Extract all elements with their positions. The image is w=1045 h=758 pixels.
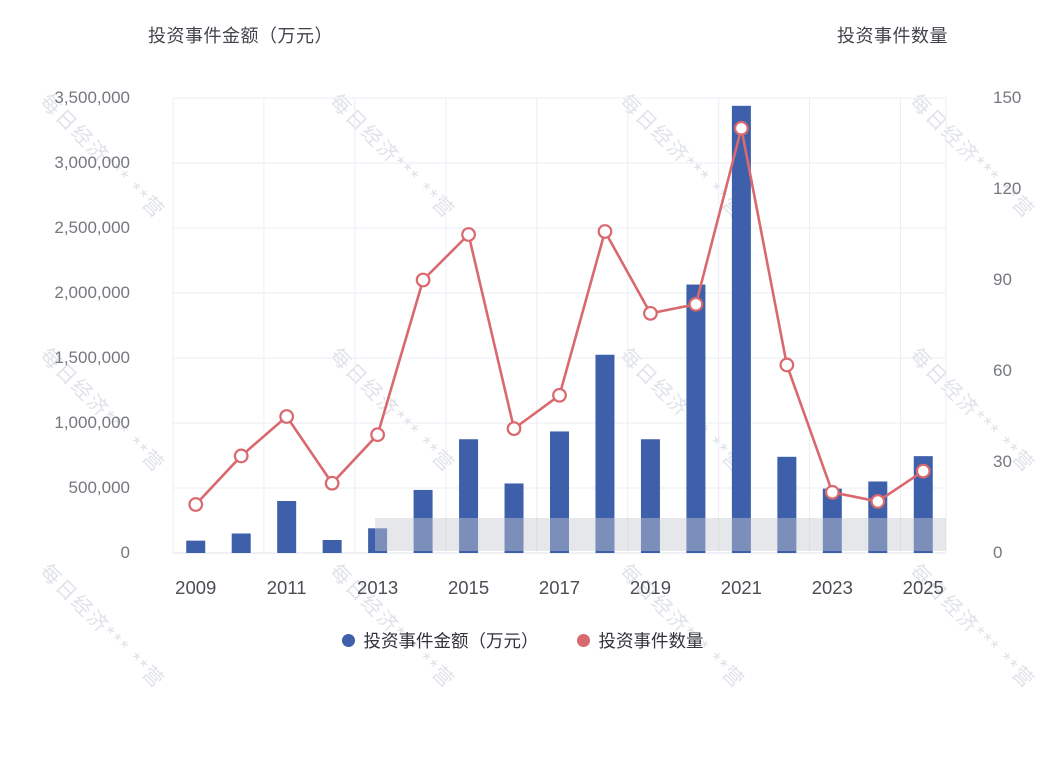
left-tick-label: 1,000,000 [54, 413, 130, 432]
bar-2018[interactable] [595, 354, 615, 553]
legend-label-count: 投资事件数量 [598, 631, 704, 651]
line-point-2025[interactable] [915, 463, 931, 479]
left-tick-label: 1,500,000 [54, 348, 130, 367]
right-axis-title: 投资事件数量 [837, 26, 948, 46]
bar-2012[interactable] [322, 540, 342, 553]
x-tick-label: 2021 [720, 577, 762, 598]
x-tick-label: 2017 [538, 577, 581, 598]
legend: 投资事件金额（万元） 投资事件数量 [0, 628, 1045, 653]
right-tick-label: 30 [993, 452, 1012, 471]
bar-2011[interactable] [277, 501, 297, 553]
legend-dot-count-icon [576, 634, 590, 647]
legend-item-count[interactable]: 投资事件数量 [576, 628, 704, 653]
right-tick-label: 90 [993, 270, 1012, 289]
left-tick-label: 3,000,000 [54, 153, 130, 172]
left-tick-label: 2,000,000 [54, 283, 130, 302]
bar-2019[interactable] [640, 439, 660, 553]
legend-item-amount[interactable]: 投资事件金额（万元） [341, 628, 539, 653]
x-tick-label: 2015 [447, 577, 490, 598]
bar-2016[interactable] [504, 483, 524, 553]
left-tick-label: 2,500,000 [54, 218, 130, 237]
left-tick-label: 0 [120, 543, 130, 562]
left-tick-label: 3,500,000 [54, 88, 130, 107]
watermark-band [375, 518, 946, 551]
line-point-2015[interactable] [461, 227, 476, 242]
bar-2015[interactable] [459, 439, 479, 553]
right-tick-label: 60 [993, 361, 1012, 380]
x-tick-label: 2023 [811, 577, 853, 598]
bar-2017[interactable] [550, 431, 569, 553]
line-point-2013[interactable] [370, 427, 386, 443]
line-point-2012[interactable] [324, 475, 340, 491]
line-point-2023[interactable] [824, 484, 840, 500]
bar-2010[interactable] [231, 533, 251, 554]
line-point-2019[interactable] [643, 305, 658, 321]
line-point-2016[interactable] [506, 421, 522, 437]
bar-2020[interactable] [686, 284, 706, 553]
line-point-2011[interactable] [279, 409, 295, 424]
x-tick-label: 2013 [357, 577, 399, 598]
bar-2013[interactable] [368, 528, 388, 553]
bar-2025[interactable] [913, 456, 933, 553]
bar-2014[interactable] [413, 489, 433, 553]
line-point-2009[interactable] [188, 497, 204, 512]
legend-label-amount: 投资事件金额（万元） [363, 631, 539, 651]
line-point-2022[interactable] [779, 357, 795, 373]
line-point-2020[interactable] [688, 296, 704, 312]
line-point-2024[interactable] [870, 494, 886, 509]
bar-2022[interactable] [777, 456, 797, 553]
x-tick-label: 2011 [266, 577, 307, 598]
line-point-2018[interactable] [597, 224, 613, 239]
left-axis-title: 投资事件金额（万元） [148, 26, 333, 46]
bar-2021[interactable] [731, 105, 751, 554]
watermark-text: 每日经济*** **营 [35, 560, 169, 694]
x-tick-label: 2025 [902, 577, 944, 598]
right-tick-label: 150 [993, 88, 1022, 107]
bar-2023[interactable] [822, 488, 842, 553]
x-tick-label: 2009 [175, 577, 217, 598]
line-point-2010[interactable] [233, 448, 249, 464]
left-tick-label: 500,000 [68, 478, 130, 497]
line-point-2014[interactable] [415, 272, 431, 288]
right-tick-label: 0 [993, 543, 1003, 562]
x-tick-label: 2019 [629, 577, 672, 598]
line-point-2021[interactable] [733, 120, 749, 136]
plot-area [172, 97, 947, 554]
right-tick-label: 120 [993, 179, 1022, 198]
legend-dot-amount-icon [341, 634, 355, 647]
line-point-2017[interactable] [552, 387, 567, 403]
bar-2009[interactable] [186, 540, 206, 553]
